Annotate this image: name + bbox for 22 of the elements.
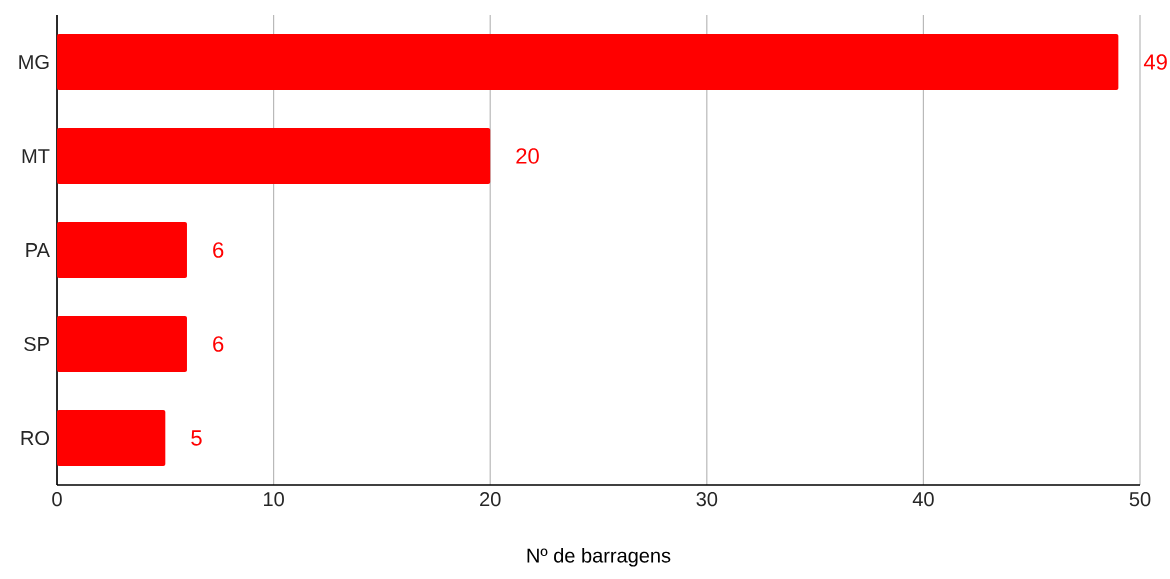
y-tick-label: SP <box>24 336 49 352</box>
data-label: 49 <box>1143 54 1167 70</box>
y-tick-label: MT <box>22 149 50 163</box>
x-tick-label: 50 <box>1129 492 1151 507</box>
x-tick-label: 30 <box>696 492 718 507</box>
x-axis-title: Nº de barragens <box>527 547 671 567</box>
x-tick-label: 40 <box>912 492 934 507</box>
y-tick-label: PA <box>26 243 50 257</box>
x-tick-label: 0 <box>52 492 62 507</box>
bar <box>57 410 166 467</box>
bar <box>57 128 491 185</box>
y-tick-label: MG <box>19 54 49 70</box>
bar <box>57 222 187 279</box>
data-label: 6 <box>213 336 224 352</box>
data-label: 20 <box>516 148 539 164</box>
bar <box>57 316 187 373</box>
x-tick-label: 10 <box>264 492 284 507</box>
x-tick-label: 20 <box>480 492 501 507</box>
data-label: 5 <box>191 430 202 446</box>
y-tick-label: RO <box>21 430 49 446</box>
bar <box>57 34 1119 91</box>
data-label: 6 <box>213 242 224 258</box>
